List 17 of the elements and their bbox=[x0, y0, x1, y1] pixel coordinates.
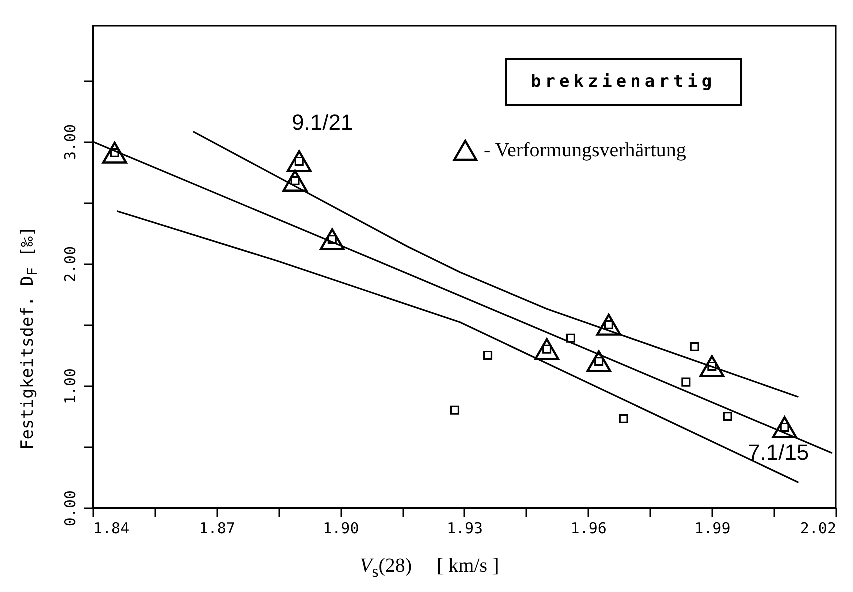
x-tick-label: 1.84 bbox=[94, 520, 130, 538]
x-tick-label: 1.99 bbox=[694, 520, 731, 538]
y-tick-label: 2.00 bbox=[62, 246, 80, 283]
y-tick-label: 3.00 bbox=[62, 124, 80, 160]
x-tick-label: 1.90 bbox=[323, 520, 360, 538]
x-tick-label: 1.96 bbox=[570, 520, 607, 538]
annotation: 7.1/15 bbox=[748, 440, 810, 466]
x-tick-label: 1.87 bbox=[199, 520, 236, 538]
legend-label: - Verformungsverhärtung bbox=[484, 140, 686, 162]
x-tick-label: 1.93 bbox=[446, 520, 484, 538]
line-series bbox=[193, 131, 799, 398]
y-tick-label: 1.00 bbox=[62, 368, 80, 405]
x-tick-label: 2.02 bbox=[800, 520, 836, 538]
y-tick-label: 0.00 bbox=[62, 490, 80, 527]
annotation: 9.1/21 bbox=[292, 110, 354, 136]
annotation: brekzienartig bbox=[505, 58, 742, 106]
x-axis-title: V$_{s}$(28) [ km/s ] bbox=[360, 555, 500, 582]
